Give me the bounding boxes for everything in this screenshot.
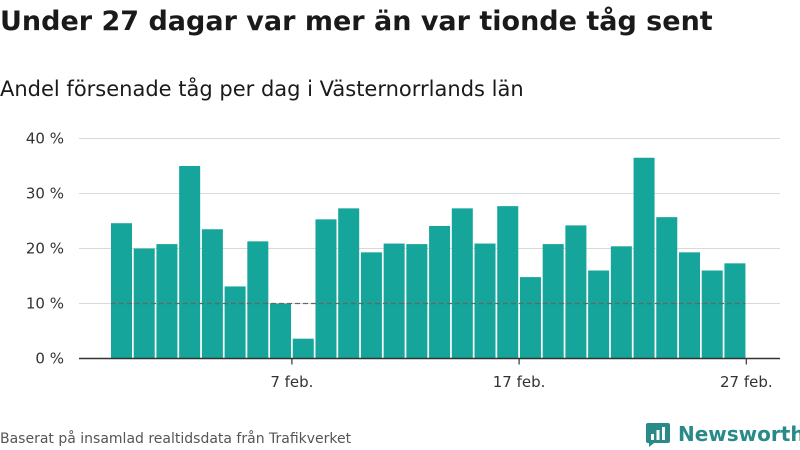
bar bbox=[360, 252, 382, 359]
bar bbox=[610, 246, 632, 359]
bars bbox=[111, 157, 746, 359]
x-tick-label: 17 feb. bbox=[493, 373, 546, 391]
bar bbox=[201, 229, 223, 359]
bar bbox=[724, 263, 746, 359]
x-tick-label: 27 feb. bbox=[720, 373, 773, 391]
y-tick-label: 0 % bbox=[35, 350, 64, 368]
bar bbox=[338, 208, 360, 359]
bar bbox=[542, 244, 564, 359]
bar bbox=[406, 244, 428, 359]
newsworthy-logo-icon bbox=[646, 423, 670, 447]
brand-name: Newsworthy bbox=[678, 422, 800, 446]
bar-chart: 0 % 10 % 20 % 30 % 40 % 7 feb. 17 feb. 27 feb. bbox=[26, 130, 780, 391]
bar bbox=[292, 338, 314, 359]
bar bbox=[588, 270, 610, 359]
axes: 7 feb. 17 feb. 27 feb. bbox=[79, 357, 780, 391]
y-tick-label: 30 % bbox=[26, 185, 64, 203]
bar bbox=[270, 303, 292, 359]
y-tick-label: 10 % bbox=[26, 295, 64, 313]
bar bbox=[111, 223, 132, 359]
bar bbox=[315, 219, 337, 359]
bar bbox=[247, 241, 269, 359]
bar bbox=[701, 270, 723, 359]
bar bbox=[429, 225, 451, 359]
bar bbox=[224, 286, 246, 359]
bar bbox=[497, 206, 519, 359]
bar bbox=[679, 252, 700, 359]
source-note: Baserat på insamlad realtidsdata från Tr… bbox=[0, 431, 352, 447]
bar bbox=[519, 277, 541, 359]
bar bbox=[633, 157, 655, 359]
bar bbox=[474, 243, 496, 359]
y-tick-label: 40 % bbox=[26, 130, 64, 148]
bar bbox=[383, 243, 405, 359]
bar bbox=[451, 208, 473, 359]
bar bbox=[156, 244, 178, 359]
brand-logo[interactable]: Newsworthy bbox=[645, 420, 800, 448]
chart-title: Under 27 dagar var mer än var tionde tåg… bbox=[0, 6, 713, 37]
bar bbox=[565, 225, 587, 359]
bar bbox=[656, 217, 678, 359]
chart-subtitle: Andel försenade tåg per dag i Västernorr… bbox=[0, 77, 524, 101]
x-tick-label: 7 feb. bbox=[270, 373, 313, 391]
y-tick-label: 20 % bbox=[26, 240, 64, 258]
bar bbox=[179, 166, 201, 359]
